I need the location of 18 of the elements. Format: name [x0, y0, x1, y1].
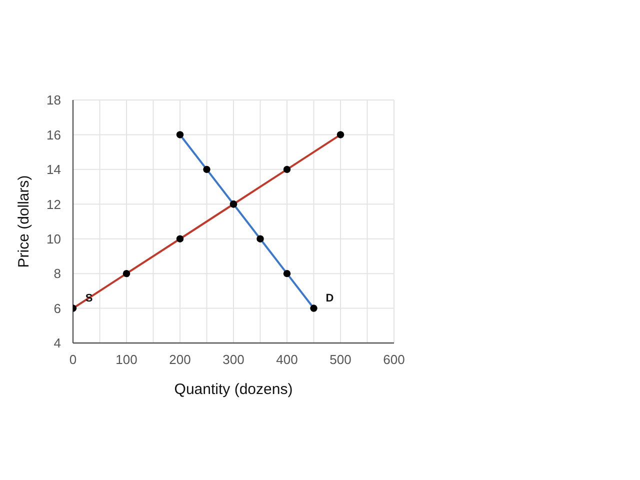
y-axis-title: Price (dollars) [15, 175, 32, 268]
x-tick-label: 400 [276, 352, 298, 368]
y-tick-label: 12 [46, 196, 61, 212]
y-tick-label: 18 [46, 92, 61, 108]
x-tick-label: 500 [330, 352, 352, 368]
x-axis-title: Quantity (dozens) [174, 381, 293, 398]
y-tick-label: 16 [46, 127, 61, 142]
y-tick-label: 10 [46, 231, 61, 246]
x-tick-label: 600 [383, 352, 405, 368]
x-tick-label: 300 [222, 352, 244, 368]
x-tick-label: 200 [169, 352, 191, 368]
y-tick-label: 4 [54, 336, 61, 351]
x-tick-label: 0 [69, 352, 77, 368]
series-label: D [326, 292, 334, 304]
y-tick-label: 14 [46, 162, 61, 178]
x-tick-label: 100 [116, 352, 138, 368]
y-tick-label: 8 [54, 266, 61, 282]
y-tick-label: 6 [54, 300, 61, 316]
